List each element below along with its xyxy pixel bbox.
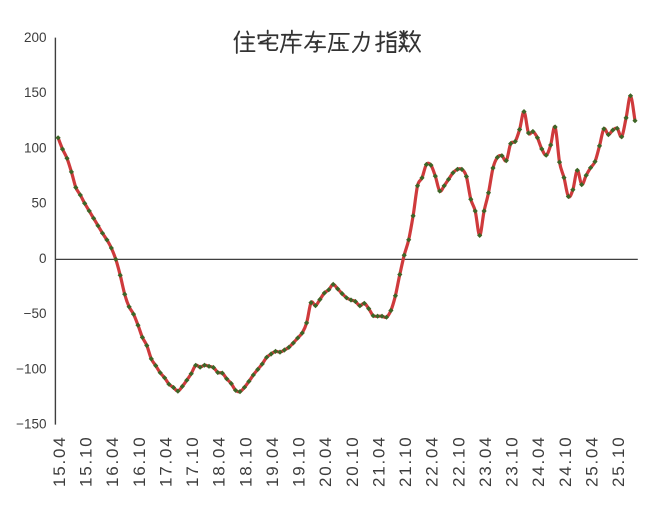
svg-text:15.10: 15.10 <box>77 435 96 487</box>
svg-text:16.04: 16.04 <box>103 435 122 487</box>
svg-text:23.04: 23.04 <box>476 435 495 487</box>
svg-text:21.10: 21.10 <box>396 435 415 487</box>
svg-text:19.04: 19.04 <box>263 435 282 487</box>
svg-text:19.10: 19.10 <box>290 435 309 487</box>
svg-text:−50: −50 <box>24 306 47 321</box>
svg-text:100: 100 <box>24 140 47 155</box>
svg-text:15.04: 15.04 <box>50 435 69 487</box>
svg-text:25.04: 25.04 <box>582 435 601 487</box>
svg-text:22.10: 22.10 <box>449 435 468 487</box>
svg-text:24.04: 24.04 <box>529 435 548 487</box>
svg-text:22.04: 22.04 <box>423 435 442 487</box>
svg-text:24.10: 24.10 <box>556 435 575 487</box>
svg-text:−150: −150 <box>16 417 46 432</box>
svg-text:150: 150 <box>24 85 47 100</box>
svg-text:20.10: 20.10 <box>343 435 362 487</box>
svg-text:17.04: 17.04 <box>156 435 175 487</box>
svg-text:0: 0 <box>39 251 47 266</box>
svg-text:200: 200 <box>24 30 47 45</box>
svg-text:17.10: 17.10 <box>183 435 202 487</box>
svg-text:−100: −100 <box>16 361 46 376</box>
svg-text:18.04: 18.04 <box>210 435 229 487</box>
svg-text:25.10: 25.10 <box>609 435 628 487</box>
svg-text:21.04: 21.04 <box>369 435 388 487</box>
svg-text:18.10: 18.10 <box>236 435 255 487</box>
svg-text:23.10: 23.10 <box>503 435 522 487</box>
svg-text:20.04: 20.04 <box>316 435 335 487</box>
svg-text:16.10: 16.10 <box>130 435 149 487</box>
svg-text:50: 50 <box>31 196 46 211</box>
